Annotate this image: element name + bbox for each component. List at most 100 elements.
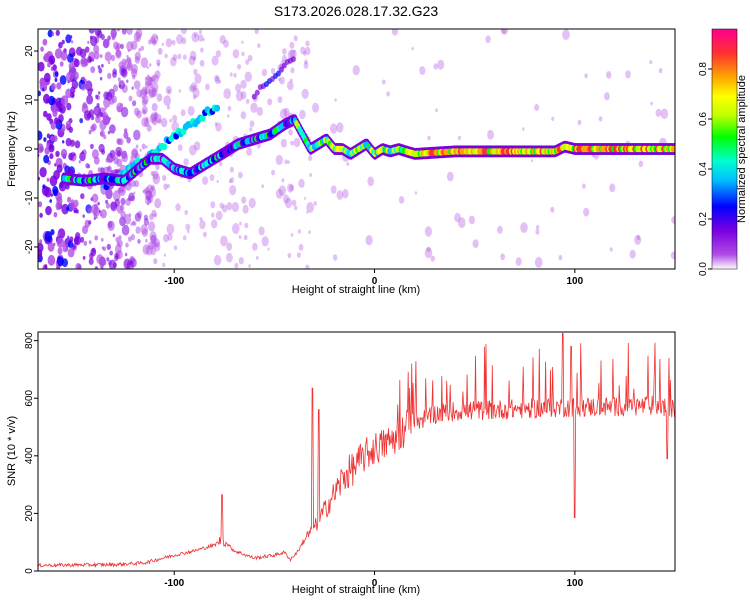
spectrogram-noise-blob: [43, 85, 47, 91]
spectrogram-noise-blob: [43, 93, 50, 104]
spectrogram-noise-blob: [194, 73, 202, 84]
spectrogram-noise-blob: [124, 252, 128, 257]
spectrogram-noise-blob: [93, 217, 96, 220]
spectrogram-noise-blob: [70, 143, 73, 148]
spectrogram-noise-blob: [220, 235, 228, 247]
spectrogram-noise-blob: [282, 48, 287, 55]
spectrogram-noise-blob: [342, 189, 349, 199]
spectrogram-noise-blob: [149, 113, 157, 124]
spectrogram-noise-blob: [75, 232, 81, 240]
spectrogram-noise-blob: [60, 95, 69, 107]
spectrogram-noise-blob: [156, 59, 161, 66]
spectrogram-noise-blob: [58, 41, 63, 49]
spectrogram-noise-blob: [150, 36, 156, 45]
spectrogram-y-ticks: -20 -10 0 10 20: [24, 45, 38, 254]
spectrogram-y-tick-label: 0: [24, 146, 35, 152]
spectrogram-noise-blob: [136, 89, 143, 98]
spectrogram-noise-blob: [219, 202, 224, 209]
spectrogram-noise-blob: [50, 121, 57, 130]
spectrogram-noise-blob: [145, 145, 148, 149]
spectrogram-noise-blob: [185, 223, 191, 231]
spectrogram-noise-blob: [117, 77, 121, 82]
spectrogram-noise-blob: [306, 210, 309, 214]
spectrogram-noise-blob: [118, 138, 124, 146]
spectrogram-noise-blob: [133, 191, 136, 195]
spectrogram-noise-blob: [336, 122, 344, 133]
spectrogram-noise-blob: [143, 188, 148, 195]
spectrogram-noise-blob: [112, 84, 119, 92]
spectrogram-noise-blob: [151, 33, 159, 44]
spectrogram-noise-blob: [235, 83, 242, 93]
spectrogram-noise-blob: [137, 239, 141, 244]
spectrogram-noise-blob: [109, 250, 113, 256]
spectrogram-noise-blob: [133, 221, 137, 227]
spectrogram-noise-blob: [199, 59, 205, 67]
spectrogram-noise-blob: [79, 236, 85, 243]
spectrogram-noise-blob: [141, 228, 148, 238]
spectrogram-noise-blob: [157, 62, 160, 67]
spectrogram-noise-blob: [312, 102, 319, 113]
spectrogram-noise-blob: [134, 180, 140, 188]
spectrogram-noise-blob: [52, 64, 57, 71]
spectrogram-noise-blob: [609, 183, 616, 193]
spectrogram-noise-blob: [108, 61, 111, 65]
spectrogram-noise-blob: [175, 203, 181, 212]
spectrogram-noise-blob: [298, 244, 304, 251]
spectrogram-noise-blob: [104, 38, 110, 47]
spectrogram-noise-blob: [288, 129, 293, 136]
spectrogram-noise-blob: [182, 54, 187, 60]
spectrogram-noise-blob: [173, 245, 178, 251]
spectrogram-ridge-cell: [672, 145, 675, 153]
spectrogram-noise-blob: [81, 149, 87, 157]
spectrogram-noise-blob: [193, 56, 197, 61]
spectrogram-noise-blob: [164, 53, 168, 59]
spectrogram-noise-blob: [57, 247, 63, 255]
spectrogram-noise-blob: [125, 261, 128, 265]
spectrogram-noise-blob: [139, 148, 142, 152]
spectrogram-ridge-cell: [161, 143, 168, 151]
spectrogram-noise-blob: [70, 91, 75, 99]
spectrogram-noise-blob: [144, 195, 152, 205]
spectrogram-noise-blob: [215, 50, 221, 58]
spectrogram-noise-blob: [112, 71, 117, 78]
snr-frame: [37, 331, 676, 572]
spectrogram-noise-blob: [289, 49, 297, 60]
spectrogram-noise-blob: [167, 233, 173, 241]
spectrogram-noise-blob: [90, 66, 96, 74]
spectrogram-noise-blob: [150, 112, 157, 121]
spectrogram-noise-blob: [146, 193, 154, 204]
spectrogram-noise-blob: [101, 63, 104, 68]
spectrogram-noise-blob: [147, 74, 150, 78]
spectrogram-noise-blob: [192, 94, 197, 100]
spectrogram-noise-blob: [577, 119, 582, 126]
spectrogram-noise-blob: [278, 185, 287, 196]
spectrogram-noise-blob: [148, 76, 153, 83]
spectrogram-noise-blob: [108, 259, 117, 269]
spectrogram-noise-blob: [144, 186, 150, 194]
spectrogram-noise-blob: [279, 76, 285, 85]
spectrogram-noise-blob: [87, 56, 93, 63]
spectrogram-noise-blob: [534, 256, 543, 268]
spectrogram-noise-blob: [83, 59, 89, 67]
spectrogram-noise-blob: [305, 264, 310, 269]
spectrogram-noise-blob: [193, 141, 201, 151]
spectrogram-noise-blob: [43, 154, 50, 164]
spectrogram-noise-blob: [113, 156, 119, 165]
spectrogram-noise-blob: [535, 229, 540, 235]
spectrogram-noise-blob: [101, 149, 106, 155]
spectrogram-noise-blob: [83, 110, 92, 121]
spectrogram-noise-blob: [289, 78, 293, 83]
spectrogram-noise-blob: [287, 81, 294, 91]
snr-x-label: Height of straight line (km): [292, 584, 420, 596]
spectrogram-noise-blob: [135, 226, 141, 234]
spectrogram-noise-blob: [398, 196, 405, 204]
spectrogram-noise-blob: [304, 196, 307, 200]
spectrogram-noise-blob: [46, 177, 50, 182]
spectrogram-noise-blob: [148, 186, 157, 198]
spectrogram-noise-blob: [284, 197, 293, 209]
spectrogram-noise-blob: [38, 90, 41, 97]
spectrogram-noise-blob: [93, 44, 100, 54]
spectrogram-noise-blob: [333, 254, 338, 261]
